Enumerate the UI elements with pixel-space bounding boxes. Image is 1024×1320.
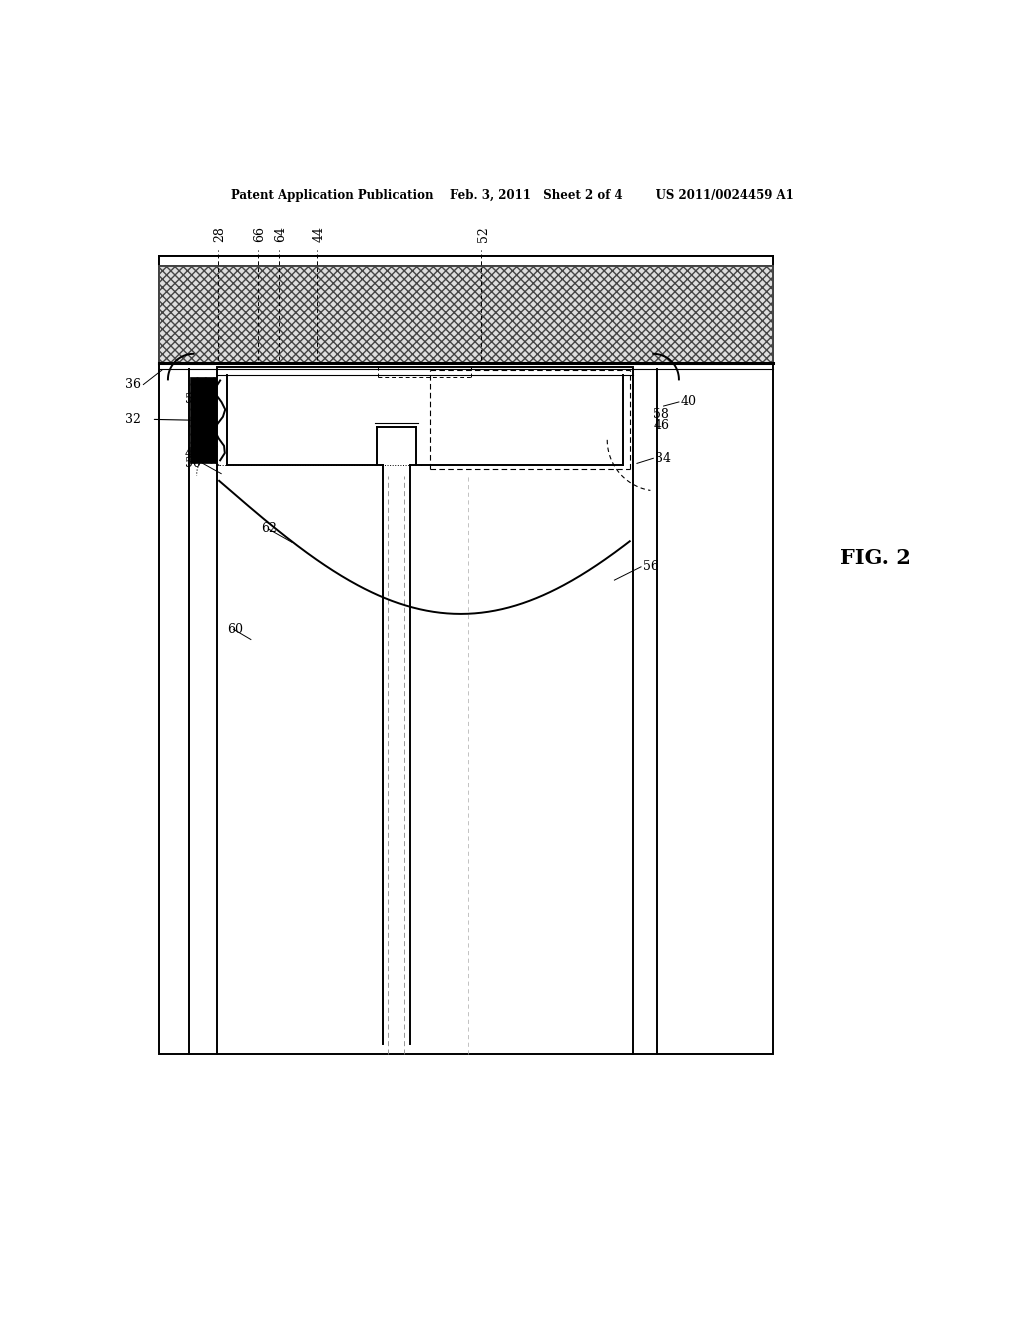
Text: 64: 64 xyxy=(274,226,287,242)
Text: 28: 28 xyxy=(214,226,226,242)
Bar xyxy=(159,256,773,1055)
Bar xyxy=(159,256,773,265)
Text: 56: 56 xyxy=(643,560,659,573)
Text: 36: 36 xyxy=(125,378,141,391)
Text: 60: 60 xyxy=(227,623,244,636)
Text: 66: 66 xyxy=(254,226,266,242)
Text: 58: 58 xyxy=(653,408,670,421)
Text: 34: 34 xyxy=(655,451,672,465)
Text: 62: 62 xyxy=(261,523,278,536)
Text: 58: 58 xyxy=(184,393,201,407)
Text: 52: 52 xyxy=(477,227,489,242)
Text: 44: 44 xyxy=(313,226,326,242)
Text: Patent Application Publication    Feb. 3, 2011   Sheet 2 of 4        US 2011/002: Patent Application Publication Feb. 3, 2… xyxy=(230,189,794,202)
Text: FIG. 2: FIG. 2 xyxy=(840,548,910,568)
Text: 46: 46 xyxy=(653,418,670,432)
Text: 46: 46 xyxy=(198,403,214,416)
Text: 32: 32 xyxy=(125,413,141,426)
Text: 50: 50 xyxy=(184,457,201,470)
Bar xyxy=(190,378,216,463)
Bar xyxy=(159,265,773,363)
Text: 48: 48 xyxy=(184,446,201,459)
Text: 40: 40 xyxy=(681,396,697,408)
